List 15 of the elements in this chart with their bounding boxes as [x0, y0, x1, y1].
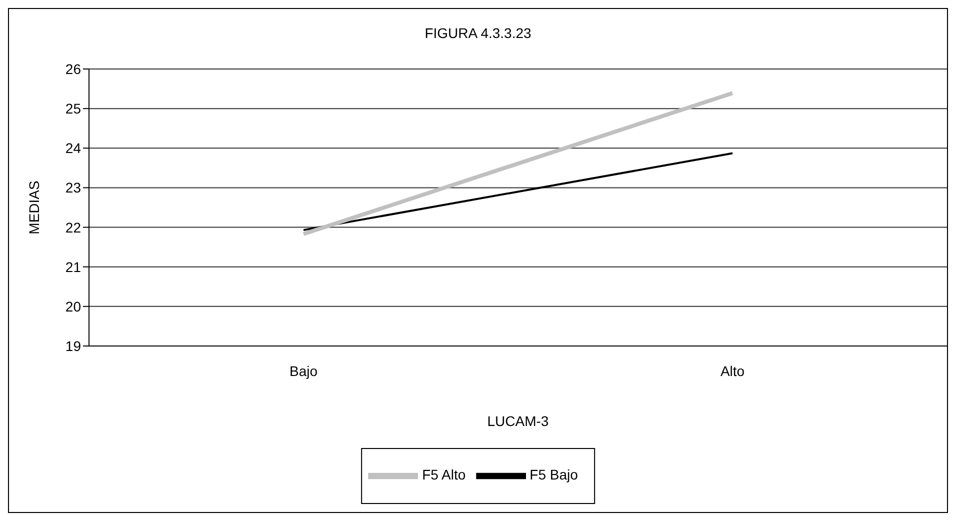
y-axis-title: MEDIAS [26, 180, 42, 234]
y-tick-label: 25 [65, 100, 82, 117]
legend-label: F5 Bajo [530, 466, 578, 483]
y-tick-label: 26 [65, 60, 82, 77]
y-tick-label: 20 [65, 298, 82, 314]
y-tick-label: 19 [65, 338, 82, 354]
y-tick-label: 23 [65, 180, 82, 196]
y-tick-label: 24 [65, 140, 82, 156]
x-tick-label: Bajo [289, 362, 318, 379]
x-axis-title: LUCAM-3 [487, 413, 549, 429]
y-tick-label: 21 [65, 258, 82, 275]
y-tick-label: 22 [65, 219, 82, 236]
legend-label: F5 Alto [422, 466, 466, 483]
x-tick-label: Alto [720, 362, 745, 379]
chart-title: FIGURA 4.3.3.23 [424, 25, 532, 41]
